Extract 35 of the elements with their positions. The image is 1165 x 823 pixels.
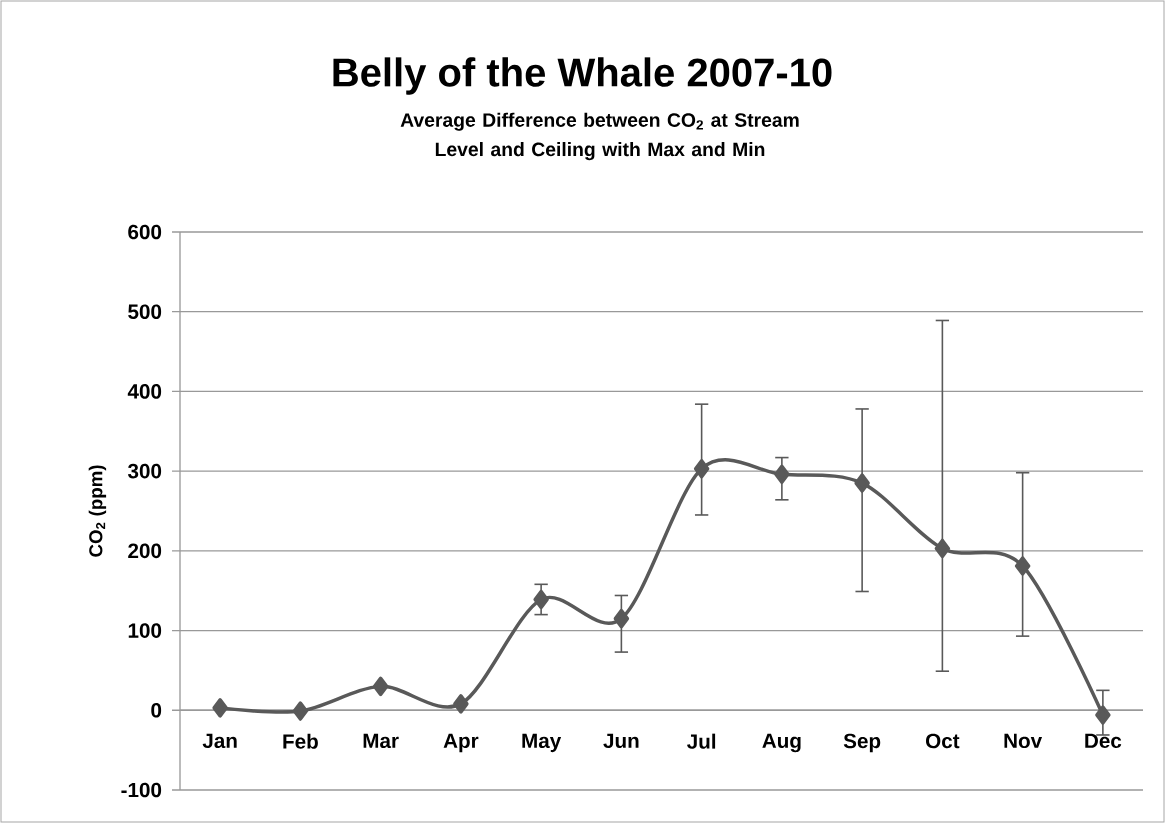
x-tick-label: May	[522, 733, 562, 753]
x-tick-label: Oct	[926, 733, 960, 749]
point	[1095, 705, 1111, 725]
point	[613, 608, 630, 629]
x-tick-label: Dec	[1085, 733, 1122, 749]
x-tick-label: Jan	[202, 733, 237, 749]
x-tick-label: Feb	[283, 733, 318, 749]
x-tick-label: Jun	[603, 733, 639, 749]
point	[292, 701, 309, 721]
y-axis-title: CO$_{2}$ (ppm)	[88, 465, 107, 557]
x-tick-label: Mar	[363, 733, 399, 749]
x-tick-label: Aug	[762, 733, 801, 753]
point	[212, 698, 228, 718]
y-tick-label: 0	[151, 702, 162, 718]
y-tick-label: 200	[128, 543, 162, 559]
point	[1014, 556, 1031, 576]
point	[372, 676, 389, 697]
point	[693, 459, 710, 479]
y-tick-label: 400	[127, 384, 162, 399]
x-tick-label: Nov	[1004, 733, 1043, 749]
point	[934, 538, 951, 559]
chart-subtitle: Average Difference between CO$_{2}$ at Stream Level and Ceiling with Max and Min	[400, 112, 799, 161]
y-tick-label: -100	[121, 782, 162, 798]
y-tick-label: 300	[127, 463, 162, 479]
point	[533, 589, 549, 610]
y-tick-label: 600	[128, 224, 162, 240]
x-tick-label: Apr	[443, 733, 479, 753]
y-tick-label: 500	[128, 304, 162, 320]
point	[854, 473, 870, 493]
chart-title: Belly of the Whale 2007-10	[333, 57, 832, 95]
x-tick-label: Sep	[843, 733, 881, 753]
x-tick-label: Jul	[687, 733, 716, 749]
point	[774, 464, 790, 485]
point	[453, 694, 469, 714]
y-tick-label: 100	[128, 623, 162, 638]
